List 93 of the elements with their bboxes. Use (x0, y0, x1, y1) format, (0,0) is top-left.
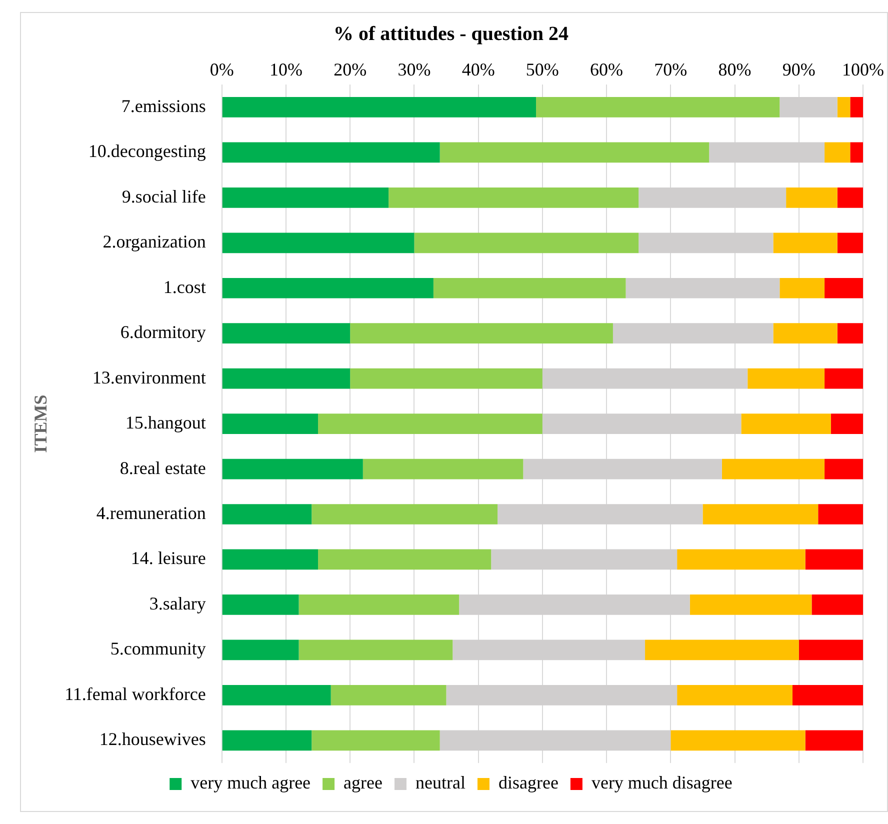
bar (786, 187, 838, 208)
bar (780, 278, 825, 298)
x-tick-label: 20% (334, 60, 367, 80)
x-tick-label: 40% (462, 60, 495, 80)
y-tick-label: 6.dormitory (120, 322, 206, 342)
bar (388, 187, 639, 208)
bar (837, 187, 864, 208)
bar (433, 278, 626, 298)
y-tick-label: 1.cost (163, 276, 206, 297)
bar (536, 97, 780, 118)
y-tick-label: 5.community (110, 638, 206, 659)
bar (222, 142, 440, 163)
x-tick-label: 10% (269, 60, 302, 80)
y-tick-label: 2.organization (102, 232, 206, 252)
bar (798, 640, 864, 660)
bar (222, 97, 536, 118)
y-tick-label: 4.remuneration (96, 502, 206, 523)
x-tick-label: 80% (718, 60, 752, 80)
bar (330, 684, 446, 706)
bar (792, 684, 864, 706)
y-tick-label: 11.femal workforce (64, 684, 206, 704)
y-tick-label: 9.social life (122, 186, 206, 206)
bar (773, 323, 838, 344)
legend-label: very much disagree (591, 772, 732, 793)
bar (850, 142, 864, 163)
y-axis-title: ITEMS (30, 394, 50, 453)
x-tick-label: 0% (210, 60, 234, 80)
bar (222, 278, 434, 298)
bar (830, 414, 864, 434)
bar (222, 323, 350, 344)
bar (645, 640, 799, 660)
bar (350, 323, 613, 344)
y-tick-label: 7.emissions (121, 96, 206, 116)
bar (414, 232, 639, 254)
bar (837, 323, 864, 344)
bar (805, 549, 864, 570)
bar (222, 232, 414, 254)
y-tick-label: 15.hangout (125, 412, 206, 433)
bar (824, 278, 864, 298)
legend-label: neutral (416, 772, 466, 793)
bar (222, 594, 299, 615)
bar (812, 594, 864, 615)
bar (824, 368, 864, 389)
bar (837, 97, 850, 118)
bar (318, 549, 492, 570)
x-tick-label: 90% (782, 60, 816, 80)
chart-title: % of attitudes - question 24 (333, 23, 569, 46)
bar (677, 684, 792, 706)
legend-label: disagree (498, 772, 558, 793)
bar (837, 232, 864, 254)
bar (702, 504, 818, 524)
bar (222, 640, 299, 660)
x-tick-label: 100% (842, 60, 884, 80)
bar (312, 730, 440, 751)
bar (818, 504, 864, 524)
y-tick-label: 8.real estate (120, 458, 206, 478)
bar (773, 232, 838, 254)
bar (318, 414, 542, 434)
bar (222, 549, 318, 570)
y-tick-label: 3.salary (149, 593, 206, 614)
bar (824, 142, 850, 163)
x-tick-label: 30% (398, 60, 431, 80)
legend-label: agree (344, 772, 383, 793)
bar (222, 504, 312, 524)
bar (805, 730, 864, 751)
y-tick-label: 10.decongesting (88, 141, 206, 162)
bar (440, 142, 710, 163)
x-tick-label: 60% (590, 60, 624, 80)
bar (741, 414, 831, 434)
bar (222, 458, 363, 480)
bar (824, 458, 864, 480)
bar (222, 187, 389, 208)
legend-label: very much agree (190, 772, 311, 793)
bar (350, 368, 542, 389)
bar (298, 640, 453, 660)
x-tick-label: 70% (654, 60, 688, 80)
y-tick-label: 12.housewives (99, 729, 206, 750)
bar (670, 730, 806, 751)
bar (222, 684, 331, 706)
bar (677, 549, 806, 570)
bar (850, 97, 864, 118)
bar (362, 458, 524, 480)
bar (312, 504, 498, 524)
bar (222, 730, 312, 751)
bar (722, 458, 825, 480)
y-tick-label: 13.environment (92, 367, 206, 388)
bar (222, 368, 350, 389)
bar (298, 594, 460, 615)
y-tick-label: 14. leisure (130, 548, 206, 568)
bar (748, 368, 825, 389)
x-tick-label: 50% (526, 60, 559, 80)
bar (690, 594, 812, 615)
bar (222, 414, 318, 434)
